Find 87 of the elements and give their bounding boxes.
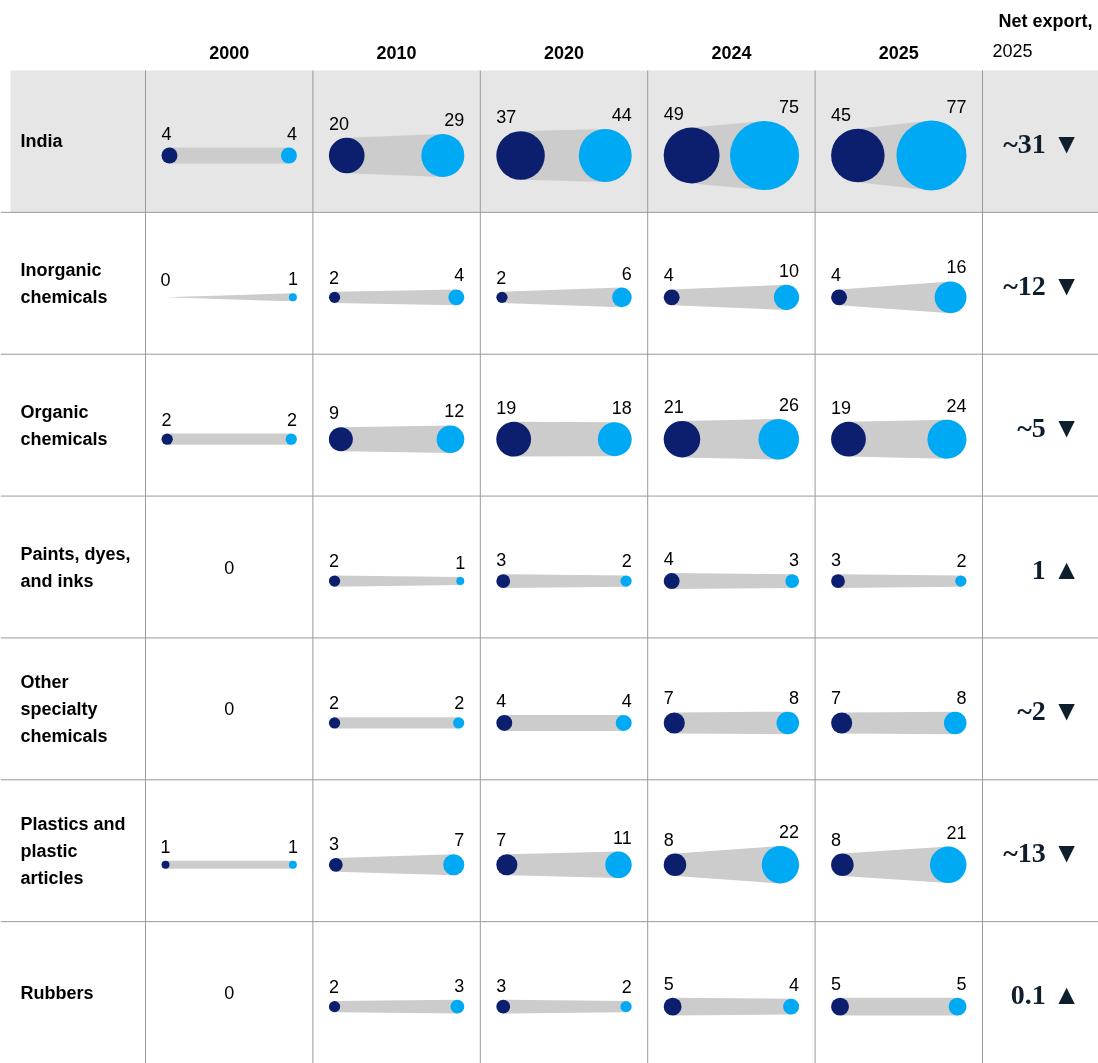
data-label: 10: [779, 260, 800, 281]
data-label: 2: [328, 693, 339, 714]
category-label: ~5 ▼: [1017, 411, 1081, 443]
data-label: 45: [831, 104, 852, 125]
data-label: 2: [286, 409, 297, 430]
category-label: 2025: [878, 43, 919, 63]
category-label: 2020: [543, 43, 585, 63]
category-label: 2010: [376, 43, 417, 63]
data-label: 3: [496, 550, 507, 571]
data-label: 2: [956, 551, 967, 572]
data-label: 8: [956, 687, 967, 708]
category-label: 2000: [209, 43, 250, 63]
data-label: 3: [454, 975, 465, 996]
data-label: 0: [224, 983, 235, 1004]
category-label: ~31 ▼: [1003, 127, 1081, 159]
data-label: 5: [663, 973, 674, 994]
data-label: 7: [663, 688, 674, 709]
data-label: 8: [831, 829, 842, 850]
data-label: 26: [779, 394, 800, 415]
category-label: Inorganic chemicals: [20, 259, 108, 307]
data-label: 1: [160, 836, 171, 857]
data-label: 0: [224, 557, 235, 578]
data-label: 44: [611, 105, 632, 126]
data-label: 3: [496, 975, 507, 996]
data-label: 4: [454, 265, 465, 286]
data-label: 77: [946, 96, 967, 117]
data-label: 7: [831, 688, 842, 709]
data-label: 1: [287, 836, 298, 857]
data-label: 4: [496, 690, 507, 711]
data-label: 3: [789, 550, 800, 571]
data-label: 21: [946, 822, 967, 843]
data-label: 29: [444, 110, 465, 131]
data-label: 8: [789, 687, 800, 708]
data-label: 2: [621, 551, 632, 572]
data-label: 2: [454, 693, 465, 714]
category-label: 1 ▲: [1031, 553, 1081, 585]
data-label: 37: [496, 107, 517, 128]
data-label: 22: [779, 822, 800, 843]
category-label: ~13 ▼: [1003, 837, 1081, 869]
data-label: 4: [789, 974, 800, 995]
category-label: Rubbers: [20, 982, 94, 1003]
category-label: Paints, dyes, and inks: [20, 543, 131, 591]
data-label: 4: [161, 123, 172, 144]
data-label: 24: [946, 395, 967, 416]
data-label: 9: [328, 403, 339, 424]
category-label: 2024: [711, 43, 752, 63]
data-label: 2: [621, 977, 632, 997]
data-label: 2: [496, 267, 507, 288]
data-label: 5: [831, 973, 842, 994]
data-label: 0: [160, 270, 171, 291]
text: Net export, 2025: [992, 10, 1093, 61]
data-label: 16: [946, 257, 967, 278]
data-label: 2: [328, 267, 339, 288]
data-label: 1: [455, 553, 466, 574]
data-label: 19: [496, 397, 517, 418]
data-label: 4: [663, 549, 674, 570]
data-label: 19: [831, 397, 852, 418]
data-label: 0: [224, 699, 235, 720]
data-label: 8: [663, 829, 674, 850]
data-label: 11: [613, 827, 632, 848]
data-label: 4: [663, 265, 674, 286]
category-label: 0.1 ▲: [1010, 979, 1081, 1011]
data-label: 21: [663, 396, 684, 417]
data-label: 4: [286, 123, 297, 144]
category-label: ~12 ▼: [1003, 269, 1081, 301]
category-label: ~2 ▼: [1017, 695, 1081, 727]
data-label: 2: [161, 409, 172, 430]
data-label: 75: [779, 96, 800, 117]
data-label: 3: [328, 833, 339, 854]
data-label: 7: [454, 830, 465, 851]
category-label: Organic chemicals: [20, 401, 108, 449]
data-label: 3: [831, 550, 842, 571]
data-label: 49: [663, 103, 684, 124]
data-label: 4: [831, 265, 842, 286]
data-label: 6: [621, 263, 632, 284]
category-label: Plastics and plastic articles: [20, 813, 126, 888]
data-label: 2: [328, 551, 339, 572]
data-label: 5: [956, 973, 967, 994]
data-label: 4: [621, 690, 632, 711]
data-label: 18: [611, 398, 632, 419]
data-label: 20: [328, 113, 349, 134]
data-label: 2: [328, 977, 339, 997]
category-label: India: [20, 131, 63, 152]
category-label: Other specialty chemicals: [20, 671, 108, 746]
data-label: 12: [444, 401, 465, 422]
data-label: 7: [496, 830, 507, 851]
data-label: 1: [287, 269, 298, 290]
